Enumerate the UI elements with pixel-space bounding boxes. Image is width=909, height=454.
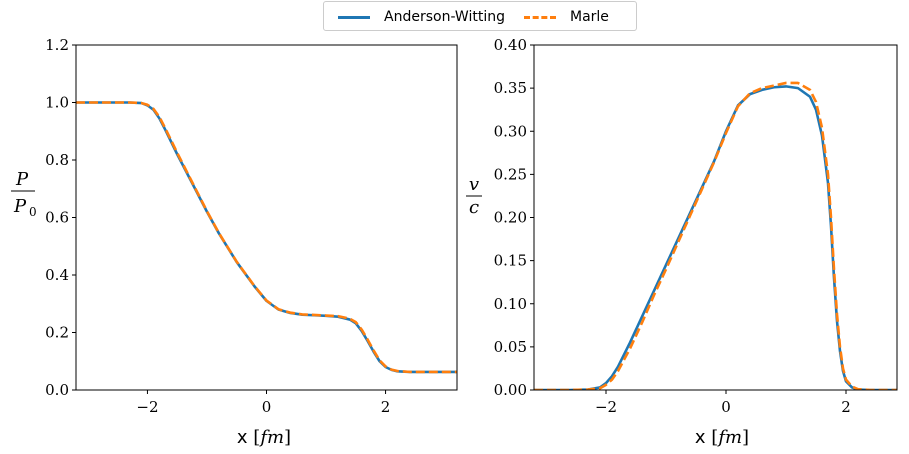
svg-text:P: P bbox=[15, 169, 29, 190]
y-tick-label: 0.10 bbox=[494, 295, 527, 313]
velocity-xlabel: x [fm] bbox=[695, 427, 749, 448]
pressure-xlabel: x [fm] bbox=[237, 427, 291, 448]
velocity-ylabel: v c bbox=[466, 174, 482, 218]
series-line-marle bbox=[534, 81, 897, 390]
x-tick-label: −2 bbox=[595, 398, 617, 416]
legend-item-anderson-witting: Anderson-Witting bbox=[338, 8, 505, 26]
legend-item-marle: Marle bbox=[524, 8, 609, 26]
y-tick-label: 0.40 bbox=[494, 36, 527, 54]
plot-frame bbox=[75, 44, 458, 391]
legend-swatch-solid bbox=[338, 15, 370, 19]
y-tick-label: 1.2 bbox=[45, 36, 69, 54]
x-tick-label: 2 bbox=[381, 398, 391, 416]
legend-label: Anderson-Witting bbox=[384, 9, 505, 25]
y-tick-label: 0.20 bbox=[494, 209, 527, 227]
y-tick-label: 0.05 bbox=[494, 338, 527, 356]
svg-text:x [fm]: x [fm] bbox=[695, 427, 749, 448]
y-tick-label: 0.00 bbox=[494, 381, 527, 399]
y-tick-label: 0.15 bbox=[494, 252, 527, 270]
x-tick-label: 0 bbox=[721, 398, 731, 416]
x-tick-label: −2 bbox=[136, 398, 158, 416]
pressure-ylabel: P P 0 bbox=[11, 169, 37, 219]
svg-text:x [fm]: x [fm] bbox=[237, 427, 291, 448]
y-tick-label: 0.0 bbox=[45, 381, 69, 399]
pressure-panel: 0.0 0.2 0.4 0.6 0.8 1.0 1.2 −2 0 2 bbox=[45, 36, 458, 416]
legend: Anderson-Witting Marle bbox=[323, 1, 637, 31]
svg-text:c: c bbox=[469, 197, 479, 218]
velocity-panel: 0.00 0.05 0.10 0.15 0.20 0.25 0.30 0.35 0.40 −2 0 2 bbox=[494, 36, 898, 416]
series-line-anderson-witting bbox=[76, 101, 457, 374]
y-tick-label: 1.0 bbox=[45, 94, 69, 112]
svg-text:v: v bbox=[469, 174, 479, 195]
y-tick-label: 0.25 bbox=[494, 165, 527, 183]
x-tick-label: 2 bbox=[841, 398, 851, 416]
series-line-anderson-witting bbox=[534, 85, 897, 390]
plot-frame bbox=[533, 44, 898, 391]
svg-text:P: P bbox=[13, 196, 27, 217]
x-tick-label: 0 bbox=[262, 398, 272, 416]
y-tick-label: 0.4 bbox=[45, 266, 69, 284]
svg-text:0: 0 bbox=[29, 205, 37, 219]
y-tick-label: 0.2 bbox=[45, 324, 69, 342]
legend-label: Marle bbox=[570, 9, 609, 25]
series-line-marle bbox=[76, 101, 457, 374]
y-tick-label: 0.8 bbox=[45, 151, 69, 169]
legend-swatch-dashed bbox=[524, 15, 556, 19]
y-tick-label: 0.30 bbox=[494, 122, 527, 140]
y-tick-label: 0.6 bbox=[45, 209, 69, 227]
y-tick-label: 0.35 bbox=[494, 79, 527, 97]
